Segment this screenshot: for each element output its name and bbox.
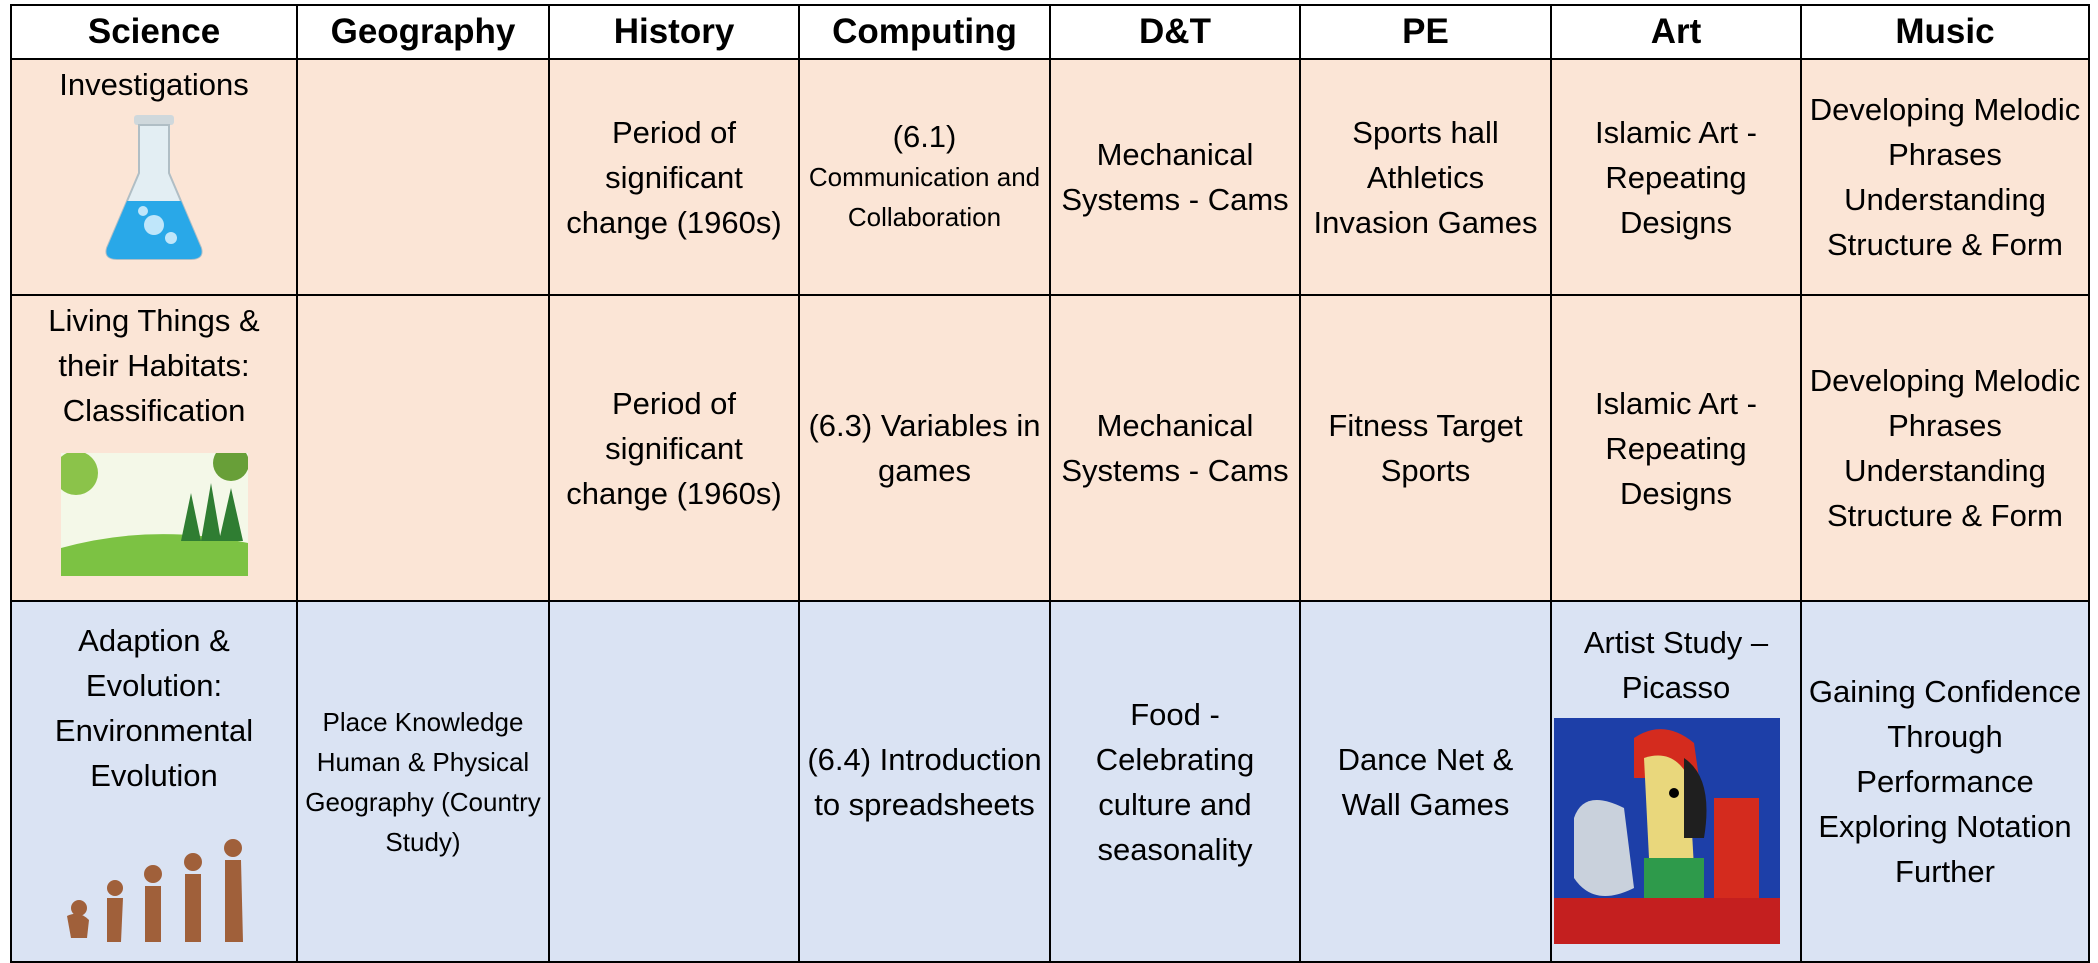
row: Adaption & Evolution: Environmental Evol… — [10, 600, 2090, 963]
curriculum-table: Science Geography History Computing D&T … — [10, 4, 2090, 963]
cell: Place Knowledge Human & Physical Geograp… — [296, 600, 550, 963]
row: Living Things & their Habitats: Classifi… — [10, 294, 2090, 602]
cell-text: Adaption & Evolution: Environmental Evol… — [54, 623, 254, 793]
header-cell: Computing — [798, 4, 1051, 60]
cell: (6.1) Communication and Collaboration — [798, 58, 1051, 296]
header-cell: Geography — [296, 4, 550, 60]
header-cell: PE — [1299, 4, 1552, 60]
cell: Period of significant change (1960s) — [548, 58, 800, 296]
flask-icon — [105, 115, 203, 260]
header-row: Science Geography History Computing D&T … — [10, 4, 2090, 60]
cell: Investigations — [10, 58, 298, 296]
cell: Mechanical Systems - Cams — [1049, 294, 1301, 602]
cell-text: Communication and Collaboration — [808, 162, 1041, 232]
cell — [296, 294, 550, 602]
cell: Food - Celebrating culture and seasonali… — [1049, 600, 1301, 963]
picasso-image — [1554, 717, 1780, 944]
cell-text: Artist Study – Picasso — [1583, 624, 1769, 705]
cell: Islamic Art - Repeating Designs — [1550, 58, 1802, 296]
cell: Dance Net & Wall Games — [1299, 600, 1552, 963]
row: Investigations Period of significant cha… — [10, 58, 2090, 296]
cell-text: Investigations — [59, 67, 249, 102]
cell-text: (6.1) — [892, 119, 957, 154]
cell: Developing Melodic Phrases Understanding… — [1800, 294, 2090, 602]
cell — [548, 600, 800, 963]
evolution-image — [67, 839, 243, 942]
header-cell: History — [548, 4, 800, 60]
header-cell: Art — [1550, 4, 1802, 60]
header-cell: D&T — [1049, 4, 1301, 60]
habitat-image — [60, 453, 248, 576]
cell — [296, 58, 550, 296]
cell: Fitness Target Sports — [1299, 294, 1552, 602]
cell: Period of significant change (1960s) — [548, 294, 800, 602]
cell: Mechanical Systems - Cams — [1049, 58, 1301, 296]
cell: Islamic Art - Repeating Designs — [1550, 294, 1802, 602]
header-cell: Science — [10, 4, 298, 60]
cell: (6.4) Introduction to spreadsheets — [798, 600, 1051, 963]
cell-text: Living Things & their Habitats: Classifi… — [48, 303, 260, 428]
cell: Developing Melodic Phrases Understanding… — [1800, 58, 2090, 296]
cell: Artist Study – Picasso — [1550, 600, 1802, 963]
cell: Sports hall Athletics Invasion Games — [1299, 58, 1552, 296]
cell: Adaption & Evolution: Environmental Evol… — [10, 600, 298, 963]
header-cell: Music — [1800, 4, 2090, 60]
cell: Living Things & their Habitats: Classifi… — [10, 294, 298, 602]
cell: (6.3) Variables in games — [798, 294, 1051, 602]
cell: Gaining Confidence Through Performance E… — [1800, 600, 2090, 963]
